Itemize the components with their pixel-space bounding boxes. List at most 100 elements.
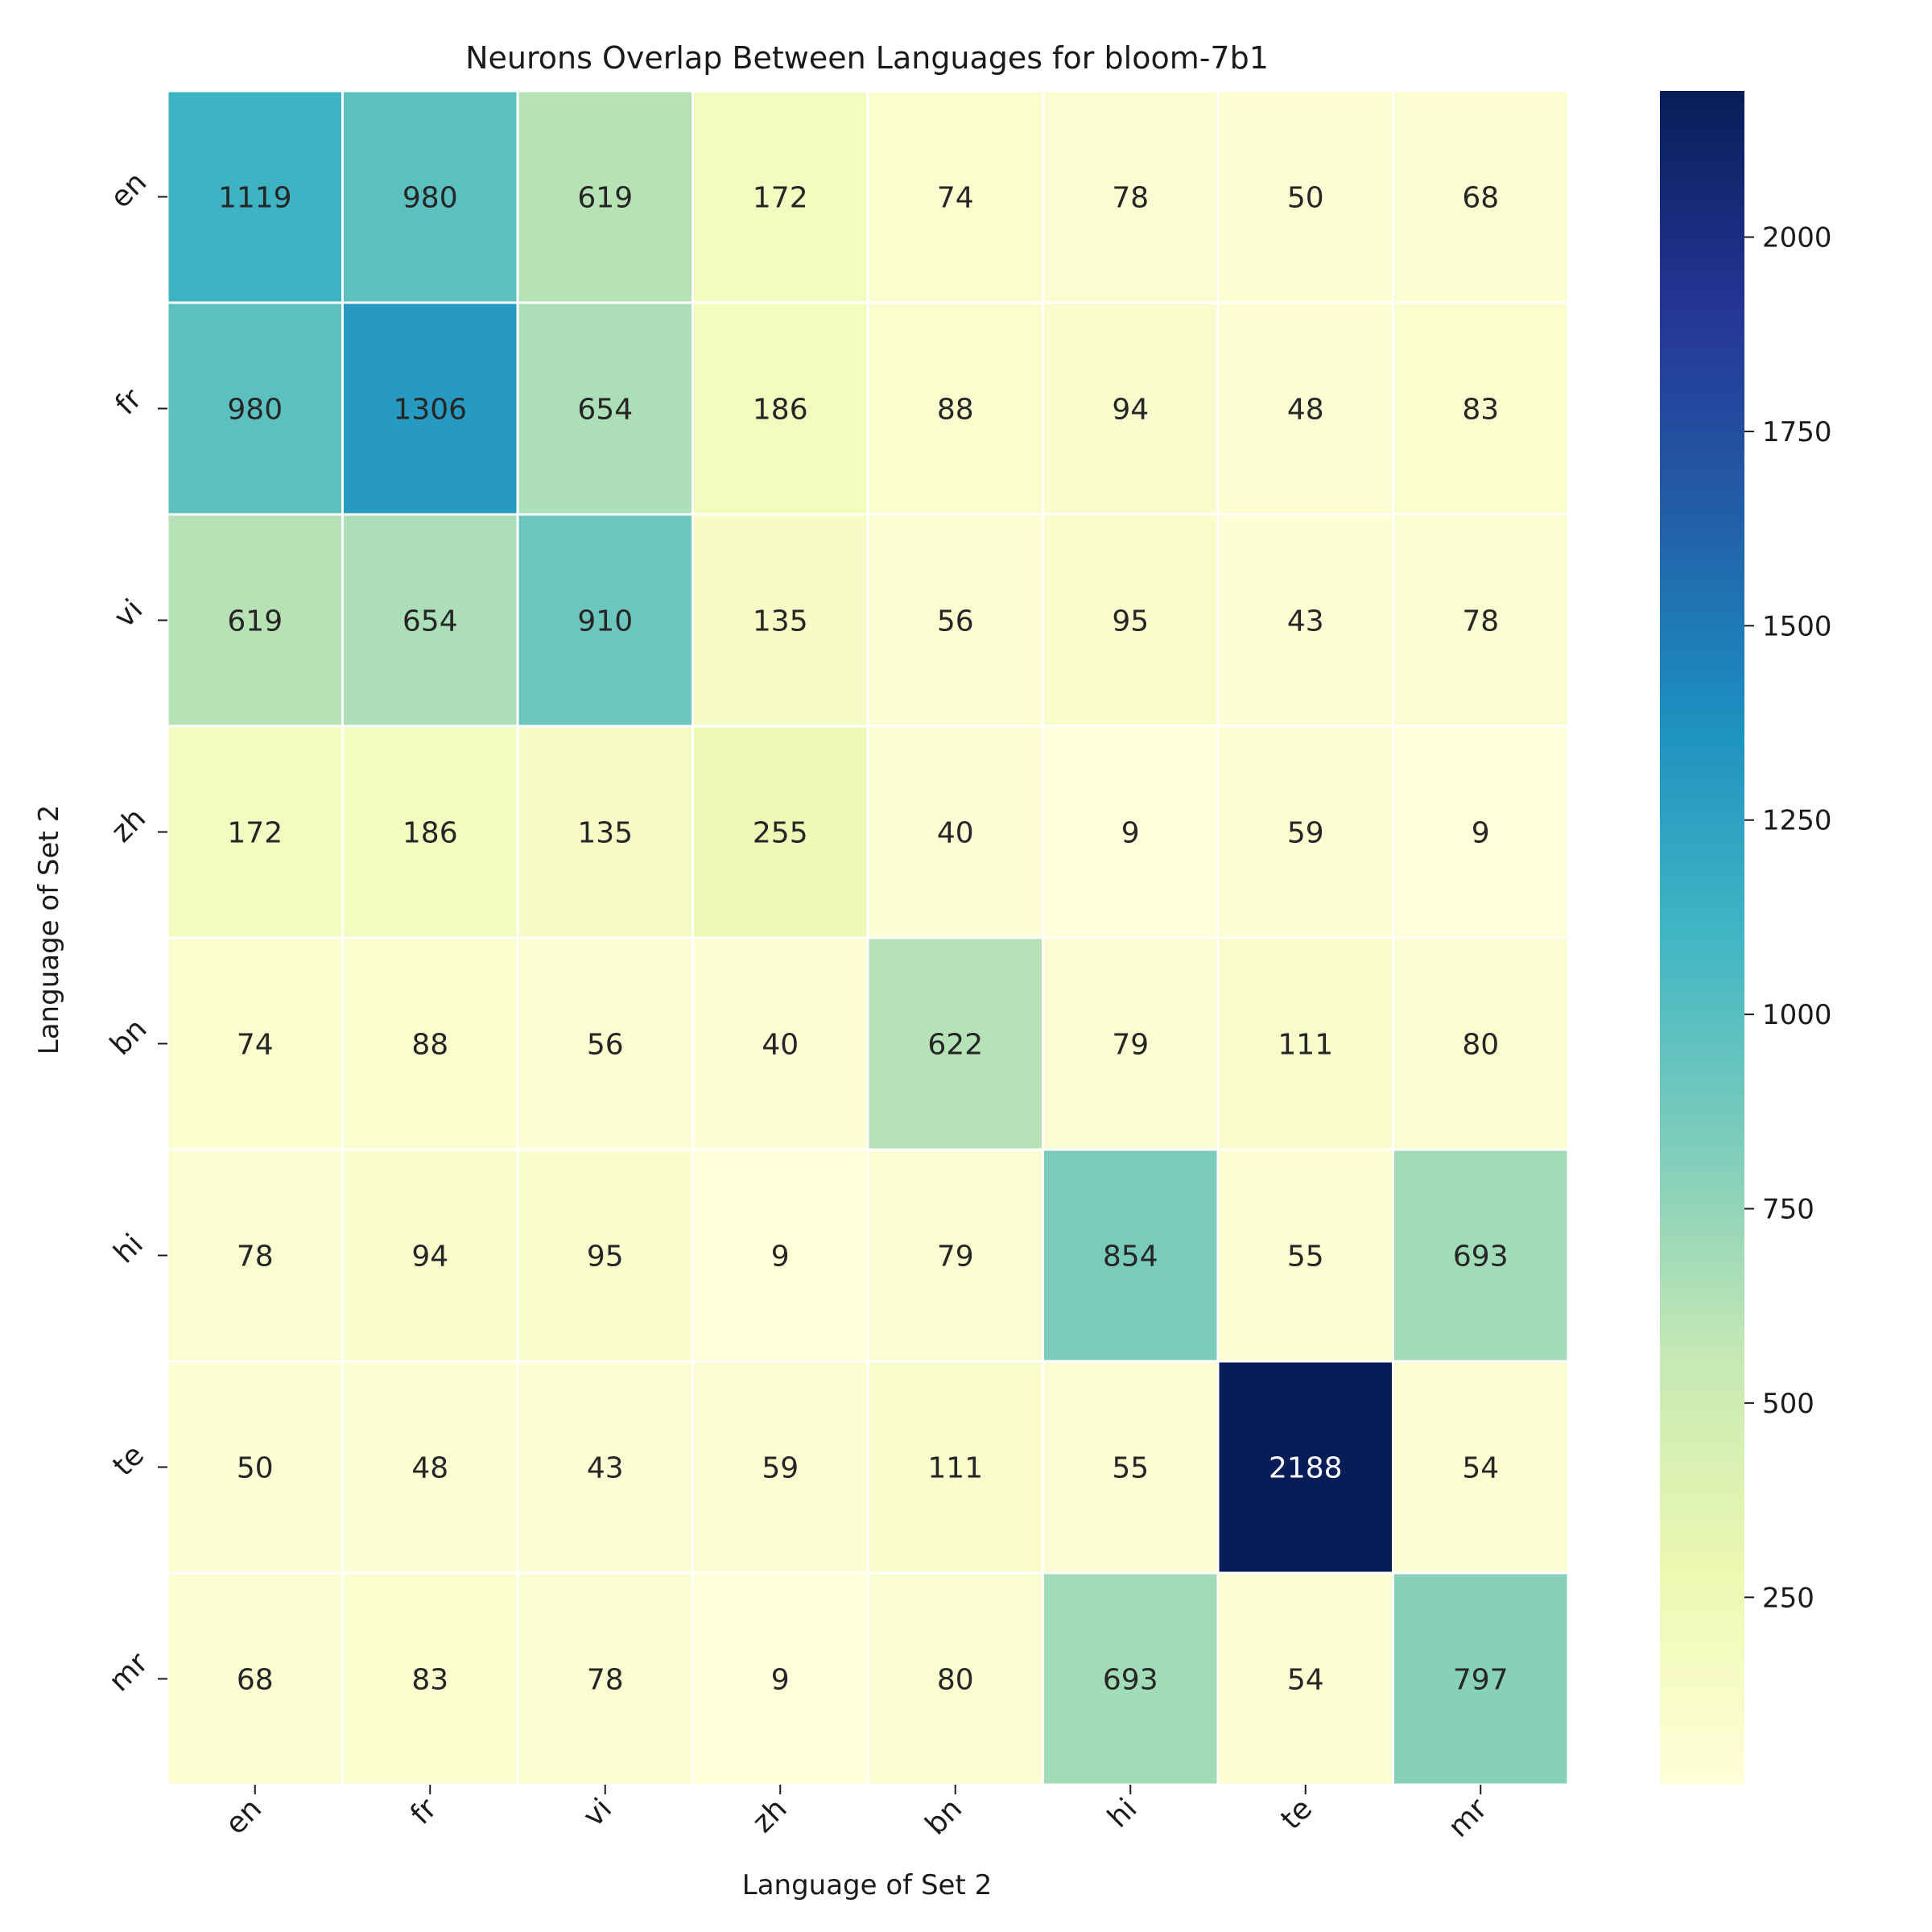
heatmap-cell-bn-te <box>1216 936 1394 1151</box>
cell-value-label: 9 <box>1472 817 1490 850</box>
cell-value-label: 1306 <box>393 394 467 427</box>
heatmap-cell-fr-zh <box>691 301 869 516</box>
cell-value-label: 135 <box>577 817 633 850</box>
cell-value-label: 68 <box>1462 182 1499 215</box>
cell-value-label: 40 <box>762 1029 799 1062</box>
heatmap-cell-zh-te <box>1216 724 1394 939</box>
heatmap-cell-hi-zh <box>691 1148 869 1363</box>
colorbar-tick-label: 2000 <box>1762 222 1832 254</box>
heatmap-cell-zh-fr <box>341 724 519 939</box>
heatmap-cell-mr-zh <box>691 1571 869 1786</box>
cell-value-label: 9 <box>1121 817 1140 850</box>
cell-value-label: 95 <box>1112 605 1149 638</box>
heatmap-cell-te-fr <box>341 1360 519 1575</box>
cell-value-label: 80 <box>1462 1029 1499 1062</box>
cell-value-label: 654 <box>402 605 458 638</box>
cell-value-label: 74 <box>937 182 974 215</box>
cell-value-label: 111 <box>1278 1029 1333 1062</box>
heatmap-cell-en-fr <box>341 89 519 304</box>
heatmap-cell-te-hi <box>1042 1360 1220 1575</box>
heatmap-cell-zh-hi <box>1042 724 1220 939</box>
cell-value-label: 619 <box>227 605 283 638</box>
heatmap-cell-te-te <box>1216 1360 1394 1575</box>
colorbar-tick-label: 750 <box>1762 1194 1814 1226</box>
cell-value-label: 68 <box>237 1664 274 1697</box>
cell-value-label: 83 <box>411 1664 448 1697</box>
cell-value-label: 83 <box>1462 394 1499 427</box>
cell-value-label: 172 <box>753 182 808 215</box>
heatmap-cell-vi-vi <box>516 513 694 728</box>
heatmap-cell-bn-mr <box>1392 936 1570 1151</box>
heatmap-cell-vi-zh <box>691 513 869 728</box>
colorbar-tick-label: 1000 <box>1762 999 1832 1031</box>
cell-value-label: 797 <box>1453 1664 1509 1697</box>
cell-value-label: 78 <box>587 1664 624 1697</box>
cell-value-label: 172 <box>227 817 283 850</box>
cell-value-label: 186 <box>402 817 458 850</box>
cell-value-label: 255 <box>753 817 808 850</box>
cell-value-label: 622 <box>927 1029 983 1062</box>
heatmap-cell-zh-en <box>166 724 344 939</box>
chart-title: Neurons Overlap Between Languages for bl… <box>465 40 1269 76</box>
cell-value-label: 2188 <box>1269 1452 1343 1485</box>
cell-value-label: 9 <box>771 1664 790 1697</box>
cell-value-label: 94 <box>411 1241 448 1274</box>
cell-value-label: 48 <box>1287 394 1324 427</box>
cell-value-label: 88 <box>411 1029 448 1062</box>
cell-value-label: 43 <box>1287 605 1324 638</box>
cell-value-label: 55 <box>1287 1241 1324 1274</box>
heatmap-cell-hi-hi <box>1042 1148 1220 1363</box>
cell-value-label: 135 <box>753 605 808 638</box>
heatmap-cell-vi-en <box>166 513 344 728</box>
colorbar-tick-label: 1750 <box>1762 416 1832 448</box>
x-axis-label: Language of Set 2 <box>742 1869 992 1901</box>
heatmap-cell-te-vi <box>516 1360 694 1575</box>
cell-value-label: 9 <box>771 1241 790 1274</box>
heatmap-cell-mr-vi <box>516 1571 694 1786</box>
heatmap-cells <box>166 89 1570 1786</box>
heatmap-cell-mr-te <box>1216 1571 1394 1786</box>
heatmap-cell-bn-vi <box>516 936 694 1151</box>
colorbar: 250 500 750 1000 1250 1500 1750 2000 <box>1660 91 1832 1785</box>
heatmap-cell-vi-fr <box>341 513 519 728</box>
heatmap-cell-vi-mr <box>1392 513 1570 728</box>
cell-value-label: 78 <box>1112 182 1149 215</box>
heatmap-cell-bn-zh <box>691 936 869 1151</box>
cell-value-label: 54 <box>1462 1452 1499 1485</box>
heatmap-cell-hi-fr <box>341 1148 519 1363</box>
heatmap-cell-hi-te <box>1216 1148 1394 1363</box>
cell-value-label: 79 <box>937 1241 974 1274</box>
cell-value-label: 980 <box>402 182 458 215</box>
cell-value-label: 59 <box>762 1452 799 1485</box>
heatmap-cell-en-mr <box>1392 89 1570 304</box>
cell-value-label: 56 <box>937 605 974 638</box>
heatmap-cell-vi-te <box>1216 513 1394 728</box>
colorbar-scale <box>1660 91 1744 1785</box>
heatmap-cell-fr-mr <box>1392 301 1570 516</box>
cell-value-label: 78 <box>1462 605 1499 638</box>
colorbar-tick-label: 1500 <box>1762 610 1832 642</box>
cell-value-label: 88 <box>937 394 974 427</box>
cell-value-label: 78 <box>237 1241 274 1274</box>
cell-value-label: 693 <box>1453 1241 1509 1274</box>
colorbar-tick-label: 1250 <box>1762 805 1832 837</box>
heatmap-cell-te-mr <box>1392 1360 1570 1575</box>
heatmap-cell-hi-en <box>166 1148 344 1363</box>
cell-value-label: 48 <box>411 1452 448 1485</box>
cell-value-label: 980 <box>227 394 283 427</box>
heatmap-cell-bn-hi <box>1042 936 1220 1151</box>
heatmap-cell-zh-bn <box>866 724 1044 939</box>
heatmap-cell-fr-te <box>1216 301 1394 516</box>
heatmap-cell-hi-vi <box>516 1148 694 1363</box>
heatmap-cell-fr-fr <box>341 301 519 516</box>
cell-value-label: 59 <box>1287 817 1324 850</box>
cell-value-label: 1119 <box>218 182 292 215</box>
cell-value-label: 55 <box>1112 1452 1149 1485</box>
cell-value-label: 74 <box>237 1029 274 1062</box>
cell-value-label: 43 <box>587 1452 624 1485</box>
colorbar-tick-label: 500 <box>1762 1388 1814 1420</box>
cell-value-label: 693 <box>1103 1664 1158 1697</box>
heatmap-cell-fr-hi <box>1042 301 1220 516</box>
